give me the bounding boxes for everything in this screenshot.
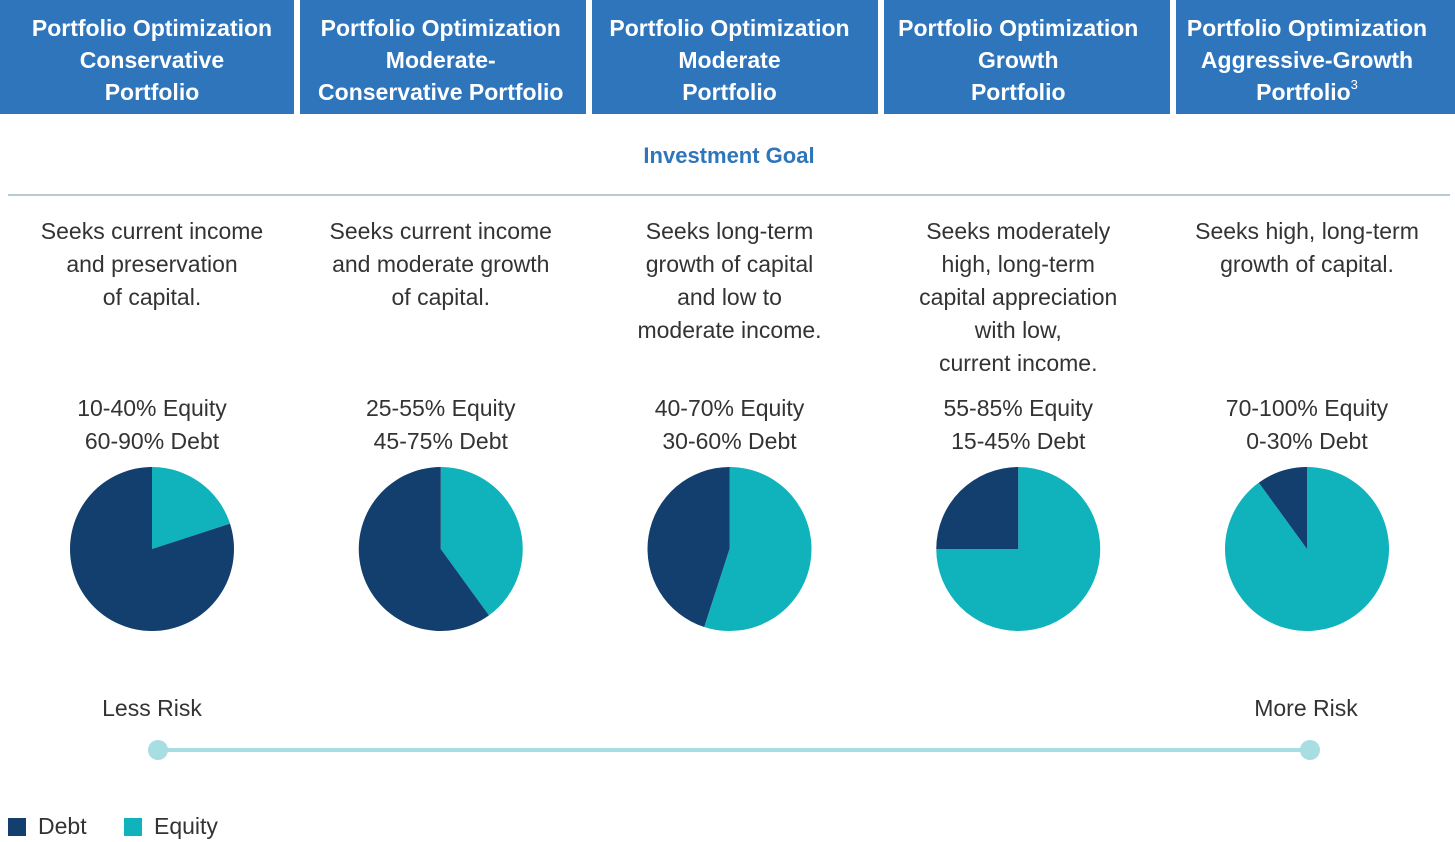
goal-text: and low to: [677, 284, 782, 310]
pie-slice: [1258, 467, 1307, 549]
pie-slice: [69, 467, 235, 631]
legend-swatch: [8, 818, 26, 836]
header-title: Conservative Portfolio: [318, 79, 563, 105]
pie-slice: [358, 467, 489, 631]
allocation-text: 40-70% Equity: [655, 395, 805, 421]
pie-slice: [936, 467, 1019, 549]
section-label: Investment Goal: [643, 143, 814, 168]
header-cell: [0, 0, 294, 114]
legend-swatch: [124, 818, 142, 836]
goal-text: Seeks moderately: [926, 218, 1111, 244]
header-cell: [300, 0, 586, 114]
header-title: Moderate: [678, 47, 780, 73]
risk-high: More Risk: [1254, 695, 1358, 721]
pie-slice: [647, 467, 730, 627]
goal-text: Seeks current income: [41, 218, 263, 244]
allocation-text: 0-30% Debt: [1246, 428, 1368, 454]
header-title: Portfolio Optimization: [898, 15, 1138, 41]
goal-text: current income.: [939, 350, 1098, 376]
allocation-text: 15-45% Debt: [951, 428, 1086, 454]
header-cell: [884, 0, 1170, 114]
header-title: Moderate-: [386, 47, 496, 73]
header-title: Aggressive-Growth: [1201, 47, 1413, 73]
header-title: Portfolio3: [1256, 77, 1358, 105]
allocation-text: 55-85% Equity: [943, 395, 1093, 421]
pie-slice: [440, 467, 523, 616]
header-cell: [592, 0, 878, 114]
allocation-text: 45-75% Debt: [374, 428, 509, 454]
allocation-text: 70-100% Equity: [1226, 395, 1389, 421]
goal-text: with low,: [974, 317, 1062, 343]
goal-text: Seeks current income: [330, 218, 552, 244]
goal-text: growth of capital.: [1220, 251, 1394, 277]
goal-text: and preservation: [66, 251, 237, 277]
legend-label: Debt: [38, 813, 87, 839]
goal-text: of capital.: [392, 284, 490, 310]
header-title: Portfolio Optimization: [321, 15, 561, 41]
header-title: Growth: [978, 47, 1059, 73]
legend-label: Equity: [154, 813, 218, 839]
header-title: Portfolio: [682, 79, 777, 105]
goal-text: Seeks long-term: [646, 218, 813, 244]
note-ref: 3: [1351, 77, 1358, 92]
header-cell: [1176, 0, 1455, 114]
risk-low: Less Risk: [102, 695, 202, 721]
header-title: Portfolio: [105, 79, 200, 105]
allocation-text: 25-55% Equity: [366, 395, 516, 421]
risk-dot: [1300, 740, 1320, 760]
allocation-text: 30-60% Debt: [662, 428, 797, 454]
header-title: Portfolio Optimization: [32, 15, 272, 41]
allocation-text: 60-90% Debt: [85, 428, 220, 454]
header-title: Conservative: [80, 47, 224, 73]
header-title: Portfolio Optimization: [1187, 15, 1427, 41]
goal-text: capital appreciation: [919, 284, 1117, 310]
pie-slice: [704, 467, 812, 631]
header-title: Portfolio Optimization: [609, 15, 849, 41]
goal-text: and moderate growth: [332, 251, 549, 277]
allocation-text: 10-40% Equity: [77, 395, 227, 421]
goal-text: Seeks high, long-term: [1195, 218, 1419, 244]
goal-text: moderate income.: [637, 317, 821, 343]
goal-text: high, long-term: [942, 251, 1095, 277]
header-title: Portfolio: [971, 79, 1066, 105]
risk-dot: [148, 740, 168, 760]
pie-slice: [152, 467, 230, 549]
goal-text: growth of capital: [646, 251, 813, 277]
goal-text: of capital.: [103, 284, 201, 310]
